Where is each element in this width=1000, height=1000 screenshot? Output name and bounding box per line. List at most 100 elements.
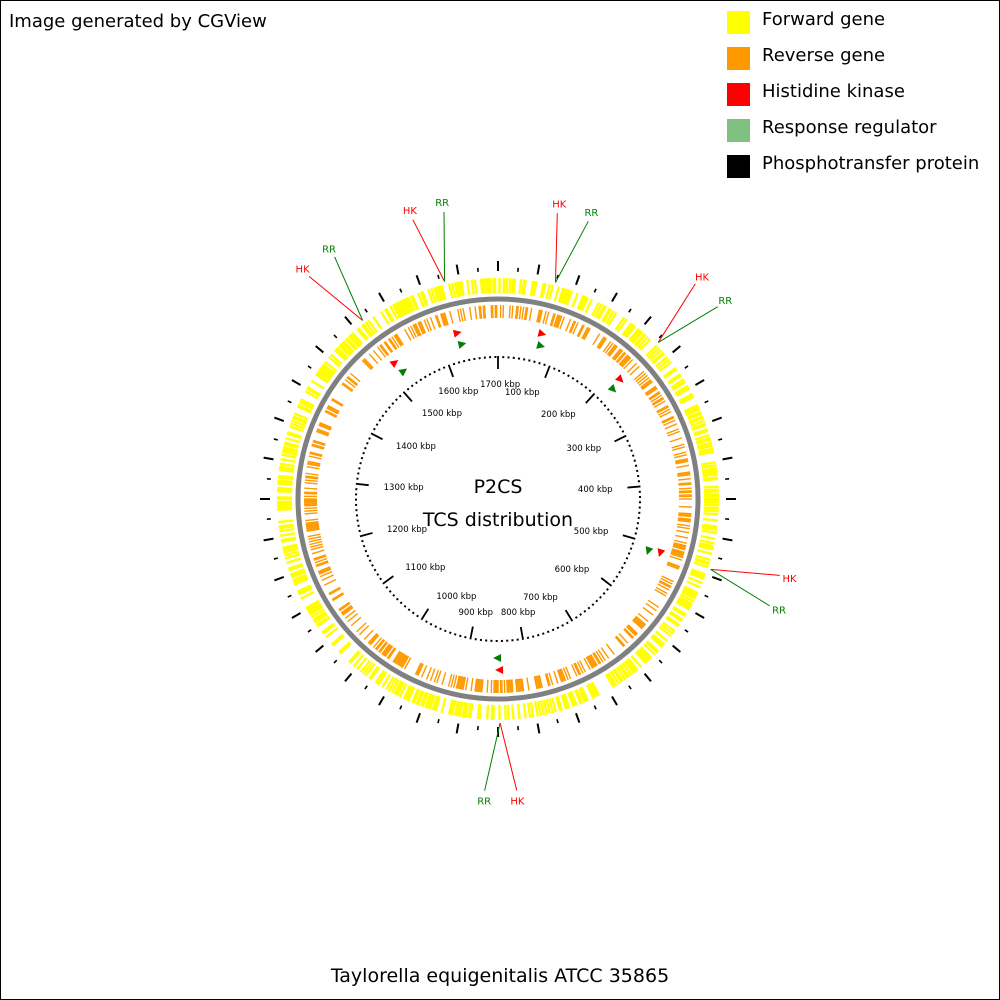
reverse-gene-mark bbox=[661, 575, 674, 583]
reverse-gene-mark bbox=[657, 583, 670, 591]
outer-scale-tick bbox=[536, 723, 541, 734]
reverse-gene-mark bbox=[319, 570, 333, 578]
reverse-gene-mark bbox=[677, 472, 691, 476]
reverse-gene-mark bbox=[635, 615, 647, 626]
reverse-gene-mark bbox=[309, 451, 323, 456]
outer-scale-tick bbox=[364, 685, 368, 690]
forward-gene-mark bbox=[703, 506, 719, 510]
forward-gene-mark bbox=[655, 356, 669, 368]
reverse-gene-mark bbox=[554, 314, 560, 328]
reverse-gene-mark bbox=[666, 563, 680, 570]
rr-callout-line bbox=[443, 212, 446, 282]
forward-gene-mark bbox=[458, 701, 464, 717]
reverse-gene-mark bbox=[640, 380, 653, 390]
kbp-ruler-tick bbox=[368, 559, 372, 563]
kbp-ruler-tick bbox=[366, 554, 370, 558]
reverse-gene-mark bbox=[395, 652, 404, 665]
forward-gene-mark bbox=[407, 296, 416, 312]
reverse-gene-mark bbox=[618, 633, 629, 644]
reverse-gene-mark bbox=[666, 562, 680, 569]
reverse-gene-mark bbox=[331, 397, 344, 406]
outer-scale-tick bbox=[287, 594, 292, 598]
forward-gene-mark bbox=[296, 405, 312, 414]
reverse-gene-mark bbox=[637, 612, 649, 623]
reverse-gene-mark bbox=[526, 677, 530, 691]
forward-gene-mark bbox=[649, 349, 663, 361]
reverse-gene-mark bbox=[602, 340, 612, 353]
forward-gene-mark bbox=[286, 432, 302, 440]
forward-gene-mark bbox=[289, 422, 305, 430]
forward-gene-mark bbox=[630, 655, 643, 669]
reverse-gene-mark bbox=[441, 672, 447, 685]
reverse-gene-mark bbox=[477, 678, 480, 693]
kbp-ruler-tick bbox=[587, 606, 591, 610]
outer-scale-tick bbox=[704, 400, 709, 404]
reverse-gene-mark bbox=[417, 663, 424, 676]
outer-scale-tick bbox=[611, 695, 618, 706]
forward-gene-mark bbox=[300, 398, 315, 408]
forward-gene-mark bbox=[310, 608, 325, 619]
forward-gene-mark bbox=[469, 703, 474, 719]
reverse-gene-mark bbox=[677, 523, 691, 527]
kbp-label: 500 kbp bbox=[574, 527, 609, 537]
reverse-gene-mark bbox=[556, 669, 563, 683]
forward-gene-mark bbox=[512, 278, 517, 294]
rr-marker bbox=[645, 546, 654, 556]
reverse-gene-mark bbox=[634, 616, 646, 627]
reverse-gene-mark bbox=[443, 312, 449, 326]
forward-gene-mark bbox=[461, 702, 467, 718]
kbp-ruler-tick bbox=[561, 624, 564, 627]
outer-scale-tick bbox=[643, 316, 652, 325]
reverse-gene-mark bbox=[565, 666, 572, 680]
reverse-gene-mark bbox=[388, 337, 398, 350]
forward-gene-mark bbox=[607, 311, 618, 326]
reverse-gene-mark bbox=[670, 553, 684, 559]
forward-gene-mark bbox=[292, 416, 307, 425]
forward-gene-mark bbox=[570, 691, 578, 707]
forward-gene-mark bbox=[697, 442, 713, 449]
reverse-gene-mark bbox=[391, 336, 400, 348]
reverse-gene-mark bbox=[659, 579, 672, 588]
forward-gene-mark bbox=[290, 571, 306, 579]
outer-scale-tick bbox=[628, 685, 632, 690]
forward-gene-mark bbox=[357, 326, 369, 341]
kbp-ruler-tick bbox=[536, 633, 540, 637]
forward-gene-mark bbox=[575, 689, 584, 704]
forward-gene-mark bbox=[292, 575, 308, 583]
reverse-gene-mark bbox=[633, 617, 645, 628]
forward-gene-mark bbox=[394, 681, 404, 696]
outer-scale-tick bbox=[658, 659, 663, 664]
reverse-gene-mark bbox=[379, 344, 389, 357]
reverse-gene-mark bbox=[662, 416, 675, 424]
forward-gene-mark bbox=[637, 336, 650, 349]
forward-gene-mark bbox=[424, 693, 432, 709]
forward-gene-mark bbox=[317, 369, 332, 381]
kbp-ruler-tick bbox=[623, 561, 627, 565]
forward-gene-mark bbox=[694, 558, 710, 566]
reverse-gene-mark bbox=[464, 677, 469, 691]
reverse-gene-mark bbox=[403, 657, 412, 670]
kbp-ruler-tick bbox=[622, 534, 636, 540]
kbp-ruler-tick bbox=[359, 532, 373, 538]
reverse-gene-mark bbox=[347, 612, 359, 623]
reverse-gene-mark bbox=[667, 561, 681, 568]
reverse-gene-mark bbox=[311, 549, 325, 555]
outer-scale-tick bbox=[344, 316, 353, 325]
kbp-ruler-tick bbox=[457, 361, 461, 364]
reverse-gene-mark bbox=[632, 618, 644, 629]
outer-scale-tick bbox=[415, 275, 421, 286]
reverse-gene-mark bbox=[678, 487, 692, 490]
forward-gene-mark bbox=[277, 507, 293, 511]
reverse-gene-mark bbox=[560, 668, 567, 682]
forward-gene-mark bbox=[522, 279, 527, 295]
reverse-gene-mark bbox=[307, 460, 321, 465]
reverse-gene-mark bbox=[306, 525, 320, 530]
kbp-ruler-tick bbox=[591, 603, 595, 607]
outer-scale-tick bbox=[307, 629, 312, 633]
reverse-gene-mark bbox=[677, 517, 692, 520]
legend-label-response-regulator: Response regulator bbox=[762, 117, 937, 138]
forward-gene-mark bbox=[505, 278, 509, 294]
reverse-gene-mark bbox=[663, 419, 676, 427]
reverse-gene-mark bbox=[450, 674, 455, 688]
reverse-gene-mark bbox=[481, 679, 484, 693]
